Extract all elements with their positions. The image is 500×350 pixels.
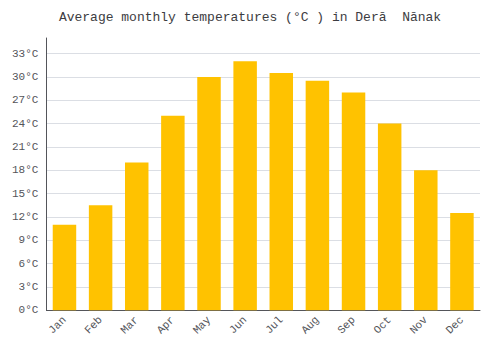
svg-text:15°C: 15°C: [12, 188, 39, 200]
svg-text:0°C: 0°C: [19, 304, 39, 316]
svg-text:Jul: Jul: [263, 314, 285, 336]
svg-text:6°C: 6°C: [19, 258, 39, 270]
svg-text:12°C: 12°C: [12, 211, 39, 223]
svg-text:24°C: 24°C: [12, 118, 39, 130]
svg-text:3°C: 3°C: [19, 281, 39, 293]
svg-text:May: May: [191, 314, 214, 337]
svg-text:Dec: Dec: [444, 314, 466, 336]
svg-text:30°C: 30°C: [12, 71, 39, 83]
svg-text:Jun: Jun: [227, 314, 249, 336]
svg-text:Aug: Aug: [299, 314, 321, 336]
svg-text:Jan: Jan: [46, 314, 68, 336]
svg-text:Feb: Feb: [82, 314, 104, 336]
svg-text:Oct: Oct: [371, 314, 393, 336]
svg-text:9°C: 9°C: [19, 234, 39, 246]
svg-text:21°C: 21°C: [12, 141, 39, 153]
svg-text:Nov: Nov: [408, 314, 431, 337]
svg-text:Sep: Sep: [335, 314, 357, 336]
svg-text:Mar: Mar: [119, 314, 141, 336]
svg-text:Average monthly temperatures (: Average monthly temperatures (°C ) in De…: [59, 10, 441, 25]
svg-text:33°C: 33°C: [12, 48, 39, 60]
svg-text:Apr: Apr: [155, 314, 177, 336]
svg-text:18°C: 18°C: [12, 164, 39, 176]
svg-text:27°C: 27°C: [12, 94, 39, 106]
